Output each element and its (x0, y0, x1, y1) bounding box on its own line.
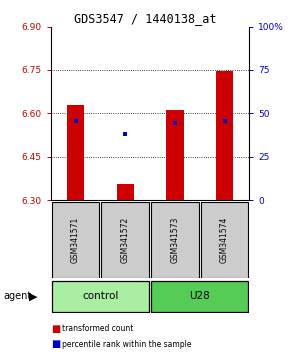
Point (222, 119, 227, 124)
Point (123, 132, 128, 137)
Bar (52, 202, 99, 278)
Point (173, 121, 177, 126)
Text: ■: ■ (51, 339, 60, 349)
Text: U28: U28 (189, 291, 210, 301)
Text: GSM341574: GSM341574 (220, 217, 229, 263)
Bar (67, 105, 84, 200)
Text: ▶: ▶ (29, 291, 38, 301)
Text: GSM341571: GSM341571 (71, 217, 80, 263)
Bar (166, 110, 184, 200)
Text: GDS3547 / 1440138_at: GDS3547 / 1440138_at (74, 12, 216, 25)
Bar (151, 281, 249, 312)
Bar (117, 184, 134, 200)
Bar (52, 281, 149, 312)
Text: agent: agent (3, 291, 31, 301)
Point (73, 119, 78, 124)
Text: GSM341572: GSM341572 (121, 217, 130, 263)
Text: ■: ■ (51, 324, 60, 333)
Text: control: control (82, 291, 119, 301)
Bar (201, 202, 249, 278)
Text: percentile rank within the sample: percentile rank within the sample (62, 339, 192, 349)
Bar (151, 202, 199, 278)
Text: transformed count: transformed count (62, 324, 134, 333)
Bar (102, 202, 149, 278)
Bar (216, 72, 233, 200)
Text: GSM341573: GSM341573 (171, 217, 180, 263)
